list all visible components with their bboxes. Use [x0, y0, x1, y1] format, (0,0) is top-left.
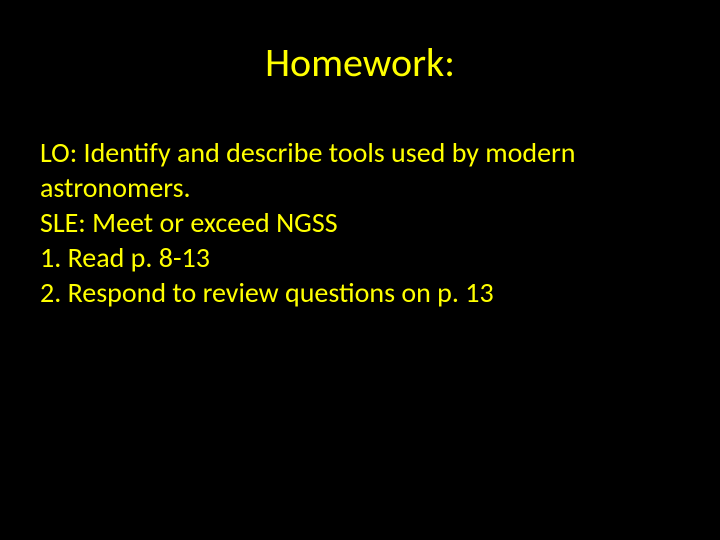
slide: Homework: LO: Identify and describe tool… — [0, 0, 720, 540]
slide-body: LO: Identify and describe tools used by … — [40, 135, 680, 310]
body-line: 1. Read p. 8-13 — [40, 240, 680, 275]
body-line: SLE: Meet or exceed NGSS — [40, 205, 680, 240]
body-line: 2. Respond to review questions on p. 13 — [40, 275, 680, 310]
body-line: LO: Identify and describe tools used by … — [40, 135, 680, 205]
slide-title: Homework: — [40, 38, 680, 87]
